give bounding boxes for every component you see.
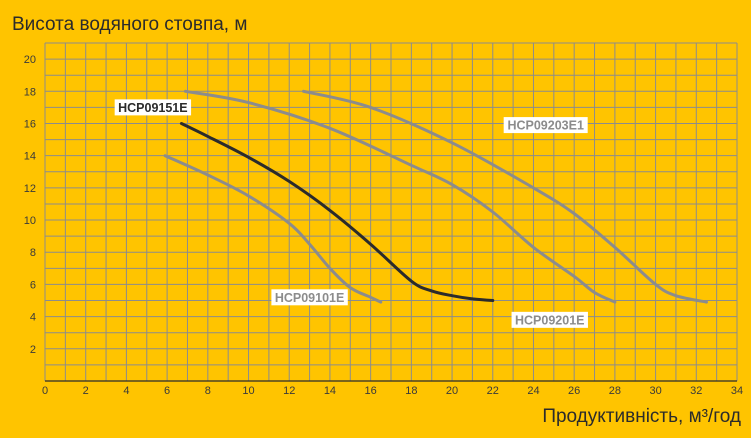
chart-series-labels: HCP09151E HCP09101E HCP09201E HCP09203E1 [114,99,588,328]
x-tick-label: 18 [405,385,417,397]
x-axis-title: Продуктивність, м³/год [542,406,741,427]
series-label-text: HCP09201E [515,313,585,327]
y-tick-label: 6 [30,279,36,291]
y-tick-label: 10 [24,215,36,227]
series-line-hcp09101e [163,154,383,304]
series-line-hcp09203e1 [302,89,708,304]
series-label-box [511,311,588,328]
series-line-hcp09151e [179,122,495,302]
y-tick-label: 4 [30,312,36,324]
x-tick-label: 20 [446,385,458,397]
x-tick-label: 4 [123,385,129,397]
series-label-hcp09101e: HCP09101E [271,289,348,306]
x-tick-label: 26 [568,385,580,397]
x-tick-label: 32 [690,385,702,397]
chart-grid [44,42,738,382]
y-axis-title: Висота водяного стовпа, м [12,14,248,35]
x-tick-label: 2 [83,385,89,397]
series-label-hcp09151e: HCP09151E [114,99,192,116]
series-label-box [114,99,192,116]
series-line-hcp09201e [183,89,617,304]
y-tick-label: 8 [30,247,36,259]
x-tick-label: 34 [731,385,743,397]
y-tick-label: 20 [24,54,36,66]
chart-tick-labels: 0 2 4 6 8 10 12 14 16 18 20 22 24 26 28 30 32 34246810121… [24,54,743,397]
y-tick-label: 18 [24,86,36,98]
x-tick-label: 8 [205,385,211,397]
x-tick-label: 6 [164,385,170,397]
x-tick-label: 14 [324,385,336,397]
series-label-hcp09201e: HCP09201E [511,311,588,328]
chart-series [163,89,708,304]
x-tick-label: 12 [283,385,295,397]
series-label-box [271,289,348,306]
x-tick-label: 10 [242,385,254,397]
x-tick-label: 22 [487,385,499,397]
x-tick-label: 28 [609,385,621,397]
x-tick-label: 30 [649,385,661,397]
y-tick-label: 12 [24,183,36,195]
series-label-text: HCP09101E [275,291,345,305]
series-label-text: HCP09203E1 [507,119,583,133]
x-tick-label: 16 [365,385,377,397]
series-label-hcp09203e1: HCP09203E1 [503,117,588,134]
series-label-box [503,117,588,134]
series-label-text: HCP09151E [118,101,188,115]
y-tick-label: 2 [30,344,36,356]
x-tick-label: 0 [42,385,48,397]
y-tick-label: 16 [24,118,36,130]
x-tick-label: 24 [527,385,539,397]
y-tick-label: 14 [24,151,36,163]
